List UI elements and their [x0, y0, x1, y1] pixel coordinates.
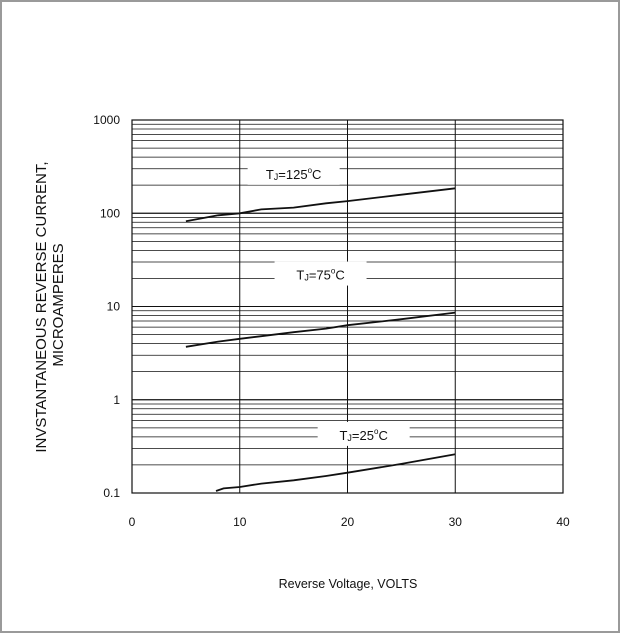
y-tick-label: 100: [100, 206, 120, 220]
x-tick-label: 10: [233, 515, 247, 529]
x-tick-label: 20: [341, 515, 355, 529]
y-axis-title-line-2: MICROAMPERES: [50, 243, 67, 366]
y-tick-label: 1: [113, 393, 120, 407]
y-tick-label: 0.1: [103, 486, 120, 500]
x-tick-label: 30: [449, 515, 463, 529]
series-label: TJ=75oC: [274, 261, 367, 286]
x-tick-label: 0: [129, 515, 136, 529]
series-label: TJ=125oC: [247, 160, 340, 185]
x-axis-title: Reverse Voltage, VOLTS: [279, 577, 418, 591]
series-label-bg: [247, 160, 340, 185]
y-tick-labels: 0.1 1 10 100 1000: [93, 113, 120, 500]
series-label: TJ=25oC: [317, 421, 410, 446]
plot-border: [131, 119, 564, 494]
series-line: [185, 311, 456, 348]
series-line: [215, 453, 456, 492]
series-labels: TJ=125oC TJ=75oC TJ=25oC: [247, 160, 410, 446]
series-label-bg: [274, 261, 367, 286]
series-label-text: TJ=25oC: [339, 427, 387, 443]
series-lines: [185, 187, 456, 492]
series-label-text: TJ=75oC: [296, 267, 344, 283]
x-tick-label: 40: [556, 515, 570, 529]
series-label-bg: [317, 421, 410, 446]
series-line: [185, 187, 456, 223]
y-tick-label: 1000: [93, 113, 120, 127]
y-tick-label: 10: [107, 300, 121, 314]
series-label-text: TJ=125oC: [266, 166, 322, 182]
y-axis-title: INVSTANTANEOUS REVERSE CURRENT, MICROAMP…: [33, 157, 67, 452]
x-tick-labels: 0 10 20 30 40: [129, 515, 570, 529]
y-axis-title-line-1: INVSTANTANEOUS REVERSE CURRENT,: [33, 162, 50, 453]
